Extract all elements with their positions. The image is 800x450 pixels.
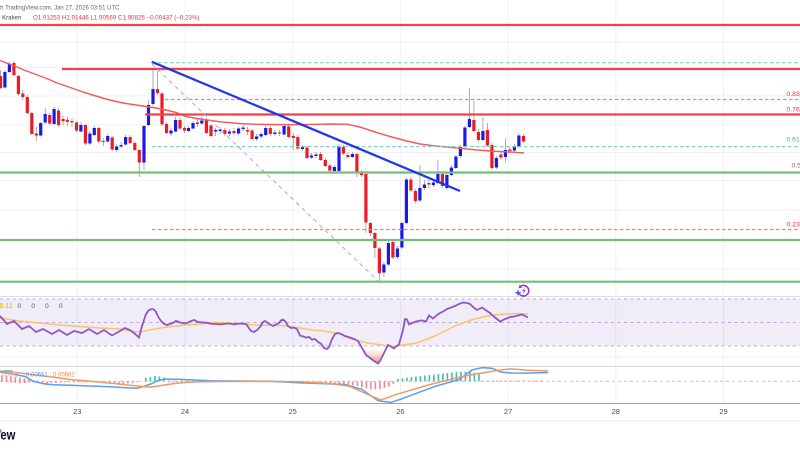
svg-text:0.00805: 0.00805 xyxy=(0,373,19,379)
svg-text:26: 26 xyxy=(396,407,404,416)
svg-text:28: 28 xyxy=(612,407,620,416)
svg-text:0.5: 0.5 xyxy=(792,163,800,170)
svg-text:0.23: 0.23 xyxy=(787,222,800,229)
svg-text:25: 25 xyxy=(289,407,297,416)
svg-text:th TradingView.com, Jan 27, 20: th TradingView.com, Jan 27, 2026 03:51 U… xyxy=(0,6,120,12)
svg-text:0.83: 0.83 xyxy=(787,91,800,98)
svg-text:0 0 0 0: 0 0 0 0 xyxy=(18,303,67,310)
svg-text:ew: ew xyxy=(0,426,15,442)
svg-text:29: 29 xyxy=(719,407,727,416)
svg-text:0.61: 0.61 xyxy=(787,137,800,144)
svg-text:27: 27 xyxy=(504,407,512,416)
svg-text:O1.91253 H1.91446 L1.90569: O1.91253 H1.91446 L1.90569 C1.90825 −0.0… xyxy=(33,15,200,22)
svg-text:24: 24 xyxy=(181,407,189,416)
svg-text:0.00682: 0.00682 xyxy=(53,373,75,379)
svg-text:23: 23 xyxy=(73,407,81,416)
svg-text:58.11: 58.11 xyxy=(0,303,13,310)
svg-text:- Kraken: - Kraken xyxy=(0,16,21,22)
svg-text:0.76: 0.76 xyxy=(787,107,800,114)
svg-text:0.00661: 0.00661 xyxy=(26,373,48,379)
